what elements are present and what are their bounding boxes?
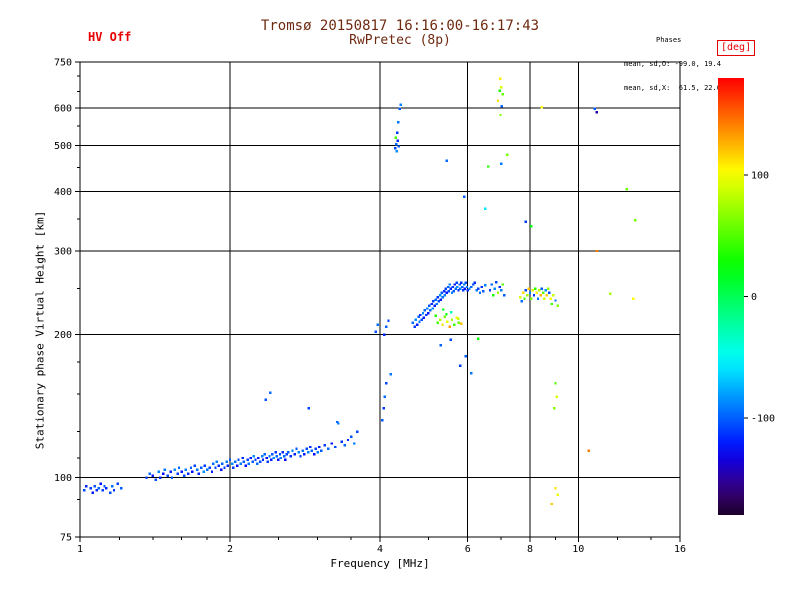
svg-text:0: 0 bbox=[751, 292, 757, 303]
svg-text:100: 100 bbox=[54, 473, 72, 484]
colorbar-ticks: 100 0 -100 bbox=[744, 171, 775, 424]
plot-title: Tromsø 20150817 16:16:00-16:17:43 bbox=[260, 18, 540, 34]
svg-text:8: 8 bbox=[527, 544, 533, 555]
svg-text:100: 100 bbox=[751, 171, 769, 182]
svg-text:200: 200 bbox=[54, 330, 72, 341]
phase-stats-block: Phases mean, sd,O: -99.0, 19.4 mean, sd,… bbox=[624, 20, 721, 108]
svg-text:4: 4 bbox=[377, 544, 383, 555]
axis-tick-labels: 1 2 4 6 8 10 16 75 100 200 300 400 500 600 750 bbox=[54, 58, 686, 556]
hv-status-label: HV Off bbox=[88, 30, 132, 44]
gridlines bbox=[80, 62, 680, 537]
colorbar bbox=[718, 78, 744, 515]
phase-stats-x-mode: mean, sd,X: 61.5, 22.0 bbox=[624, 84, 721, 92]
svg-text:1: 1 bbox=[77, 544, 83, 555]
svg-text:500: 500 bbox=[54, 141, 72, 152]
phase-stats-title: Phases bbox=[656, 36, 682, 44]
axis-ticks bbox=[75, 61, 681, 542]
scatter-points bbox=[83, 77, 637, 506]
x-axis-label: Frequency [MHz] bbox=[330, 557, 430, 570]
plot-subtitle: RwPretec (8p) bbox=[349, 33, 451, 48]
svg-text:10: 10 bbox=[572, 544, 584, 555]
svg-text:2: 2 bbox=[227, 544, 233, 555]
colorbar-unit-label: [deg] bbox=[717, 40, 756, 56]
svg-text:300: 300 bbox=[54, 247, 72, 258]
svg-text:750: 750 bbox=[54, 58, 72, 69]
svg-text:-100: -100 bbox=[751, 413, 775, 424]
phase-stats-o-mode: mean, sd,O: -99.0, 19.4 bbox=[624, 60, 721, 68]
svg-text:6: 6 bbox=[465, 544, 471, 555]
svg-text:16: 16 bbox=[674, 544, 686, 555]
svg-text:75: 75 bbox=[60, 533, 72, 544]
svg-text:400: 400 bbox=[54, 187, 72, 198]
svg-text:600: 600 bbox=[54, 104, 72, 115]
